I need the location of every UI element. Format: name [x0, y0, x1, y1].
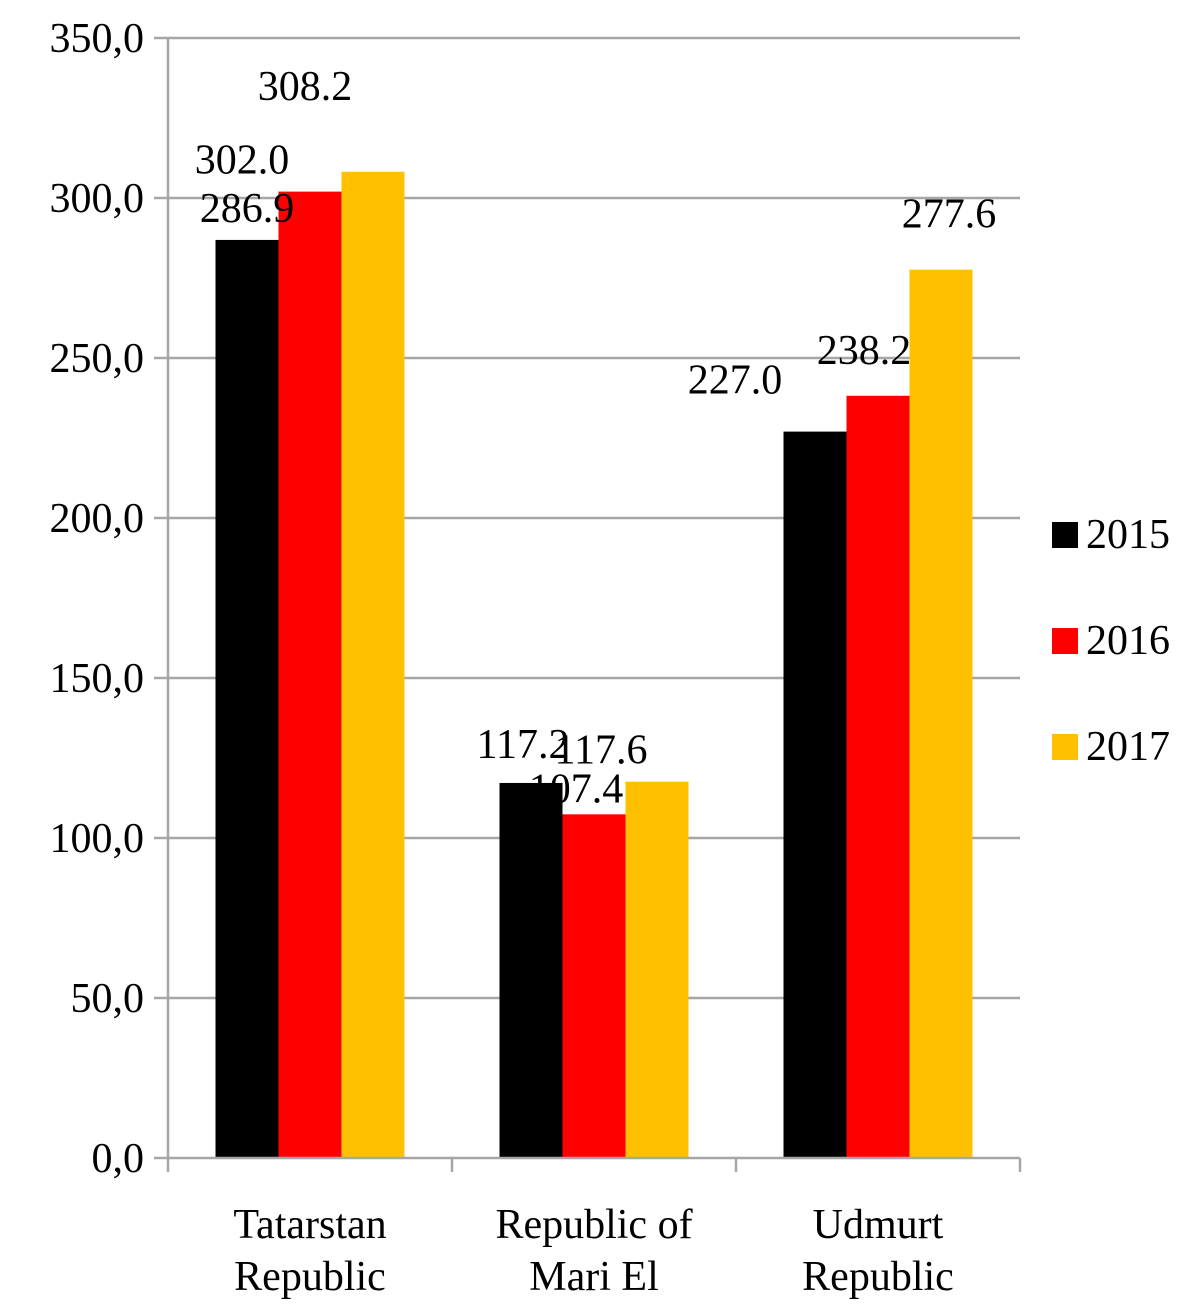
- data-label: 227.0: [688, 358, 783, 404]
- y-tick-label: 250,0: [50, 336, 145, 382]
- y-tick-label: 100,0: [50, 816, 145, 862]
- legend: 2015 2016 2017: [1052, 512, 1170, 770]
- data-label: 117.6: [555, 728, 648, 774]
- legend-label: 2016: [1086, 618, 1170, 664]
- bar-2017-cat-2: [909, 269, 973, 1158]
- legend-label: 2017: [1086, 724, 1170, 770]
- y-tick-label: 350,0: [50, 16, 145, 62]
- y-axis: 0,0 50,0 100,0 150,0 200,0 250,0 300,0 350,0: [50, 16, 170, 1182]
- y-tick-label: 0,0: [92, 1136, 145, 1182]
- category-label: Tatarstan: [233, 1202, 386, 1248]
- data-label: 107.4: [529, 766, 624, 812]
- y-tick-label: 150,0: [50, 656, 145, 702]
- category-label: Udmurt: [813, 1202, 944, 1248]
- category-label: Republic of: [495, 1202, 692, 1248]
- data-label: 302.0: [195, 138, 290, 184]
- y-tick-label: 50,0: [71, 976, 145, 1022]
- legend-swatch-2015: [1052, 522, 1078, 548]
- bar-2016-cat-1: [562, 814, 626, 1158]
- bars: [215, 171, 973, 1159]
- y-tick-label: 300,0: [50, 176, 145, 222]
- category-label: Republic: [802, 1254, 954, 1300]
- bar-2015-cat-2: [783, 431, 847, 1159]
- bar-2017-cat-1: [625, 781, 689, 1158]
- x-axis: Tatarstan Republic Republic of Mari El Udmur…: [166, 1156, 1022, 1300]
- data-label: 238.2: [817, 328, 912, 374]
- category-label: Republic: [234, 1254, 386, 1300]
- data-label: 308.2: [258, 64, 353, 110]
- bar-2016-cat-0: [278, 191, 342, 1159]
- data-label: 286.9: [200, 186, 295, 232]
- legend-label: 2015: [1086, 512, 1170, 558]
- data-label: 277.6: [902, 192, 997, 238]
- bar-2015-cat-0: [215, 239, 279, 1159]
- category-label: Mari El: [529, 1254, 658, 1300]
- bar-2015-cat-1: [499, 782, 563, 1158]
- bar-2017-cat-0: [341, 171, 405, 1158]
- legend-swatch-2017: [1052, 734, 1078, 760]
- legend-swatch-2016: [1052, 628, 1078, 654]
- data-label: 117.2: [477, 722, 570, 768]
- bar-2016-cat-2: [846, 395, 910, 1158]
- y-tick-label: 200,0: [50, 496, 145, 542]
